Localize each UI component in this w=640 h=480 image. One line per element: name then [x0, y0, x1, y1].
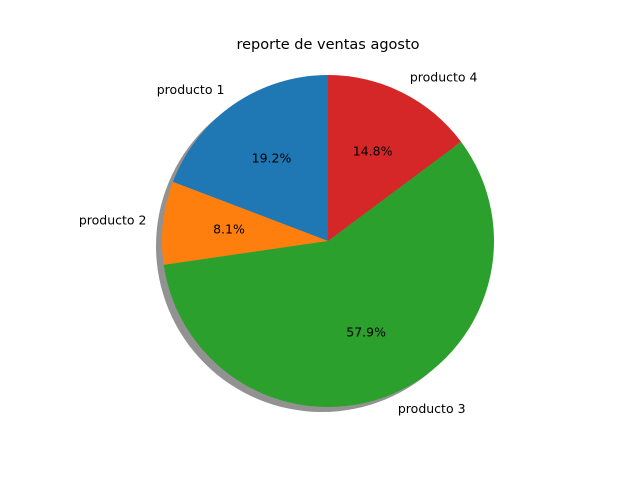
pie-slice-1 — [172, 75, 328, 241]
slice-label-1: producto 1 — [157, 82, 225, 97]
slice-percent-label-1: 19.2% — [252, 150, 292, 165]
slice-label-3: producto 3 — [398, 401, 466, 416]
pie-slice-3 — [163, 141, 494, 408]
slice-percent-label-2: 8.1% — [213, 222, 245, 237]
slice-label-4: producto 4 — [410, 69, 478, 84]
slice-percent-label-4: 14.8% — [353, 143, 393, 158]
pie-slice-4 — [328, 75, 462, 241]
chart-title: reporte de ventas agosto — [236, 37, 419, 53]
pie-slice-2 — [161, 181, 328, 265]
slice-label-2: producto 2 — [79, 212, 147, 227]
pie-slices — [161, 75, 494, 408]
pie-labels: producto 1 19.2% producto 2 8.1% producto 3 5… — [79, 69, 478, 416]
slice-percent-label-3: 57.9% — [346, 325, 386, 340]
